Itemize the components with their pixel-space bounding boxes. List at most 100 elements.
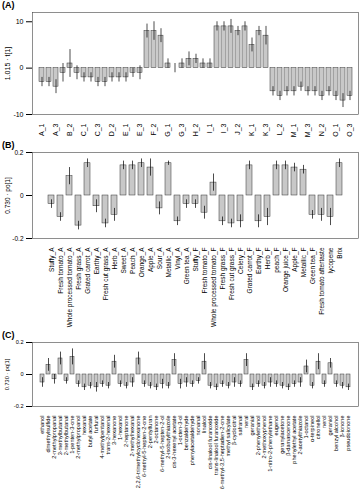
svg-text:-0.2: -0.2 xyxy=(14,403,24,409)
svg-text:M_1: M_1 xyxy=(290,123,298,137)
svg-text:ethanol: ethanol xyxy=(39,415,46,434)
html-text:(C): (C) xyxy=(2,330,15,340)
svg-text:J_2: J_2 xyxy=(234,123,242,134)
svg-text:dimethylsulfide: dimethylsulfide xyxy=(45,415,52,453)
svg-text:Whole processed tomato_F: Whole processed tomato_F xyxy=(210,247,218,327)
svg-text:Stuffy_F: Stuffy_F xyxy=(192,247,200,271)
svg-text:2-pentylfuran: 2-pentylfuran xyxy=(147,415,154,449)
svg-text:H_2: H_2 xyxy=(192,123,200,136)
svg-text:Metallic_F: Metallic_F xyxy=(300,247,308,277)
svg-text:Fresh cut grass_A: Fresh cut grass_A xyxy=(102,247,110,300)
svg-text:O_1: O_1 xyxy=(332,123,340,136)
svg-text:1-hexanol: 1-hexanol xyxy=(117,415,124,441)
svg-text:1.015 · t[1]: 1.015 · t[1] xyxy=(4,47,12,81)
svg-text:0: 0 xyxy=(20,192,24,199)
svg-text:Metallic_A: Metallic_A xyxy=(165,247,173,278)
svg-text:Fresh tomato_A: Fresh tomato_A xyxy=(57,247,65,294)
svg-text:0.730 · po[1]: 0.730 · po[1] xyxy=(4,177,12,214)
svg-text:hexanal: hexanal xyxy=(81,415,88,436)
svg-text:G_1: G_1 xyxy=(164,123,172,136)
svg-text:C_3: C_3 xyxy=(94,123,102,136)
svg-text:6-methyl-5-hepten-2-ol: 6-methyl-5-hepten-2-ol xyxy=(159,415,166,473)
svg-text:peach_F: peach_F xyxy=(273,247,281,272)
svg-text:Grated carrot_F: Grated carrot_F xyxy=(246,247,254,293)
svg-text:Brix: Brix xyxy=(336,247,343,259)
svg-text:2-heptanone: 2-heptanone xyxy=(123,415,130,447)
svg-text:Earthy_F: Earthy_F xyxy=(255,247,263,273)
svg-text:F_2: F_2 xyxy=(150,123,158,135)
svg-text:2,2,6-trimethylcyclohexanone: 2,2,6-trimethylcyclohexanone xyxy=(135,415,142,489)
svg-text:Fresh grass_A: Fresh grass_A xyxy=(75,247,83,290)
svg-text:Herb_A: Herb_A xyxy=(111,247,119,270)
svg-text:Sweet_A: Sweet_A xyxy=(120,247,128,274)
svg-text:0: 0 xyxy=(20,371,23,377)
svg-text:0: 0 xyxy=(20,64,24,71)
svg-text:Apple_A: Apple_A xyxy=(147,247,155,272)
svg-text:B_2: B_2 xyxy=(66,123,74,136)
svg-text:-0.2: -0.2 xyxy=(12,235,24,242)
svg-text:I_1: I_1 xyxy=(206,123,214,133)
svg-text:Celery_F: Celery_F xyxy=(237,247,245,273)
svg-text:E_1: E_1 xyxy=(122,123,130,136)
svg-text:K_3: K_3 xyxy=(262,123,270,136)
svg-text:A_3: A_3 xyxy=(52,123,60,136)
html-text:(A): (A) xyxy=(2,0,15,10)
svg-text:3-hexanone: 3-hexanone xyxy=(111,415,118,446)
svg-text:A_1: A_1 xyxy=(38,123,46,136)
svg-text:Green tea_F: Green tea_F xyxy=(309,247,317,284)
svg-text:G_3: G_3 xyxy=(178,123,186,136)
svg-text:10: 10 xyxy=(16,18,24,25)
svg-text:2-methylbutanal: 2-methylbutanal xyxy=(63,415,70,456)
svg-text:Peach_A: Peach_A xyxy=(129,247,137,274)
svg-text:Fresh tomato_F: Fresh tomato_F xyxy=(201,247,209,293)
svg-text:Vinyl_A: Vinyl_A xyxy=(174,247,182,270)
svg-text:Fresh cut grass_F: Fresh cut grass_F xyxy=(228,247,236,299)
svg-text:I_3: I_3 xyxy=(220,123,228,133)
svg-text:2-isobutylthiazole: 2-isobutylthiazole xyxy=(165,415,172,459)
svg-text:Orange_A: Orange_A xyxy=(138,247,146,277)
svg-text:nonanal: nonanal xyxy=(195,415,202,436)
svg-text:Green tea_A: Green tea_A xyxy=(183,247,191,285)
svg-text:Sour_A: Sour_A xyxy=(156,247,164,269)
html-text:(B): (B) xyxy=(2,140,15,150)
svg-text:trans-2-hexenal: trans-2-hexenal xyxy=(105,415,112,455)
svg-text:D_2: D_2 xyxy=(108,123,116,136)
svg-text:furfural: furfural xyxy=(93,415,100,433)
svg-text:phenylacetaldehyde: phenylacetaldehyde xyxy=(189,415,196,466)
svg-text:M_3: M_3 xyxy=(304,123,312,137)
svg-text:1-penten-3-one: 1-penten-3-one xyxy=(69,415,76,454)
svg-text:Whole processed tomato_A: Whole processed tomato_A xyxy=(66,247,74,328)
svg-text:Orange juice_F: Orange juice_F xyxy=(282,247,290,291)
svg-text:cis-3-hexenyl acetate: cis-3-hexenyl acetate xyxy=(171,415,178,469)
svg-text:2-octanone: 2-octanone xyxy=(153,415,160,444)
svg-text:3-methylbutanal: 3-methylbutanal xyxy=(57,415,64,456)
svg-text:4-methylpentanol: 4-methylpentanol xyxy=(99,415,106,459)
svg-text:L_2: L_2 xyxy=(276,123,284,135)
svg-text:E_3: E_3 xyxy=(136,123,144,136)
svg-text:Earthy_A: Earthy_A xyxy=(93,247,101,274)
svg-text:0.2: 0.2 xyxy=(14,149,23,156)
svg-text:butyl acetate: butyl acetate xyxy=(87,415,94,448)
svg-text:Fresh grass_F: Fresh grass_F xyxy=(219,247,227,289)
svg-text:2-methylpropanol: 2-methylpropanol xyxy=(75,415,82,459)
svg-text:Herb_F: Herb_F xyxy=(264,247,272,269)
svg-text:Stuffy_A: Stuffy_A xyxy=(48,247,56,272)
svg-text:Fresh tomato aftertaste: Fresh tomato aftertaste xyxy=(318,247,325,315)
svg-text:N_2: N_2 xyxy=(318,123,326,136)
svg-text:lycopene: lycopene xyxy=(327,247,335,273)
svg-text:6-methyl-5-hepten-2-one: 6-methyl-5-hepten-2-one xyxy=(141,415,148,478)
svg-text:benzaldehyde: benzaldehyde xyxy=(183,415,190,451)
svg-text:Grated carrot_A: Grated carrot_A xyxy=(84,247,92,294)
svg-text:Apple_F: Apple_F xyxy=(291,247,299,271)
svg-text:-10: -10 xyxy=(13,111,23,118)
svg-text:O_3: O_3 xyxy=(346,123,354,136)
svg-text:2-methylhexanal: 2-methylhexanal xyxy=(129,415,136,457)
svg-text:0.2: 0.2 xyxy=(16,339,24,345)
svg-text:2-methylpropanal: 2-methylpropanal xyxy=(51,415,58,459)
svg-text:1-octen-3-ol: 1-octen-3-ol xyxy=(177,415,184,446)
svg-text:pseudoionone: pseudoionone xyxy=(345,416,351,451)
svg-text:0.730 · pq[1]: 0.730 · pq[1] xyxy=(4,358,10,390)
svg-text:linalool: linalool xyxy=(201,415,208,433)
svg-text:K_1: K_1 xyxy=(248,123,256,136)
svg-text:C_1: C_1 xyxy=(80,123,88,136)
